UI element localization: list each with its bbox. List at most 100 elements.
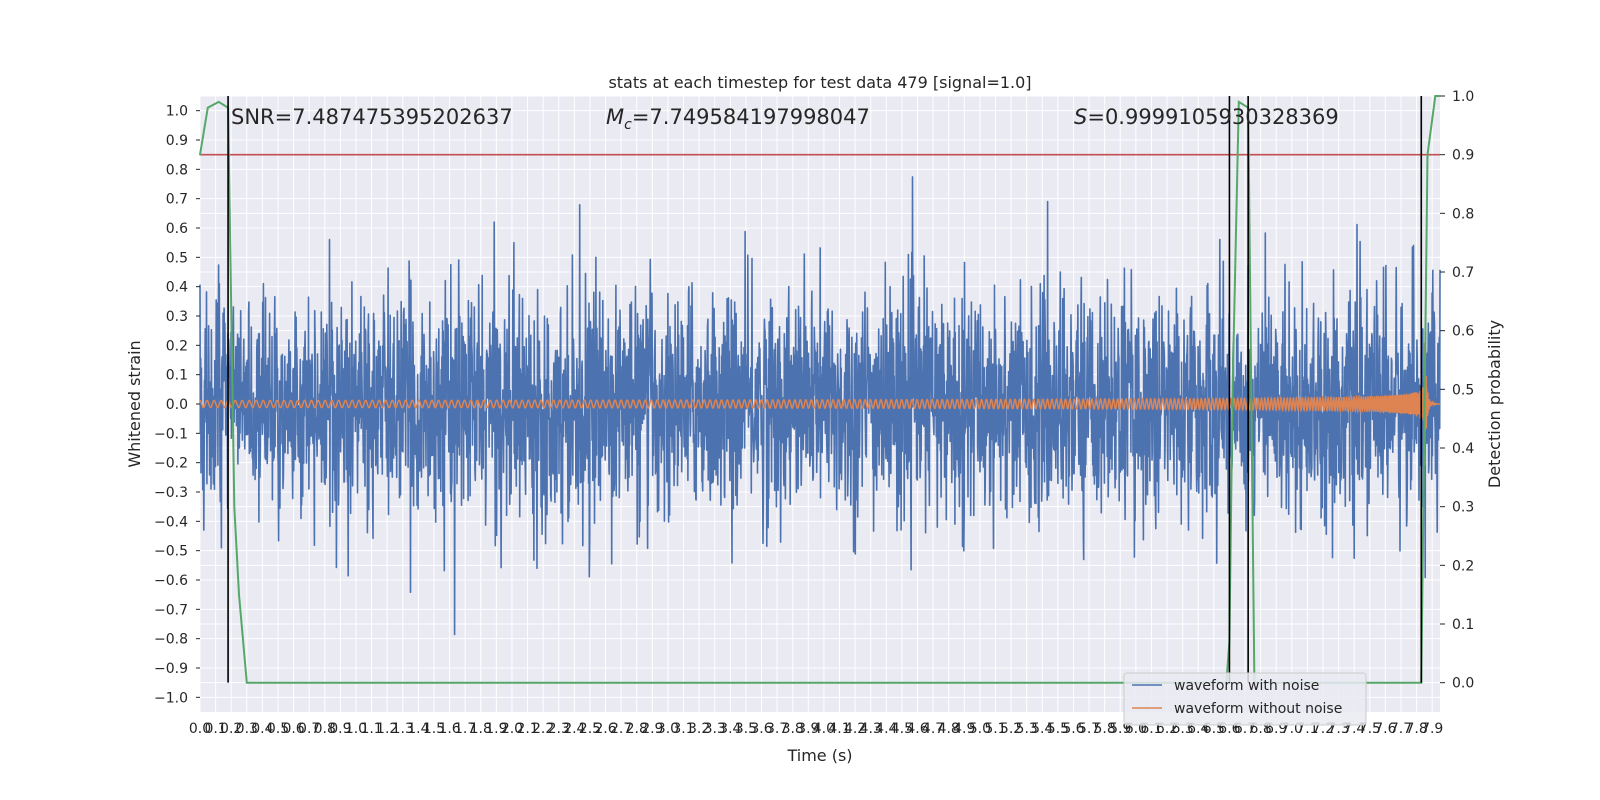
x-tick-label-51: 5.1 (984, 721, 1006, 737)
x-tick-label-29: 2.9 (641, 721, 663, 737)
legend: waveform with noise waveform without noi… (1123, 672, 1367, 726)
x-tick-label-54: 5.4 (1031, 721, 1053, 737)
x-tick-label-49: 4.9 (953, 721, 975, 737)
y-tick-label-8: 0.2 (166, 338, 188, 354)
legend-label-clean: waveform without noise (1174, 701, 1342, 717)
score-annotation: S=0.9999105930328369 (1074, 105, 1339, 129)
x-tick-label-39: 3.9 (797, 721, 819, 737)
detection-probability-point-6 (245, 681, 248, 684)
x-tick-label-77: 7.7 (1390, 721, 1412, 737)
x-tick-label-16: 1.6 (438, 721, 460, 737)
chirp-mass-value: =7.749584197998047 (632, 105, 870, 129)
x-tick-label-2: 0.2 (220, 721, 242, 737)
x-tick-label-18: 1.8 (470, 721, 492, 737)
x-tick-label-4: 0.4 (251, 721, 273, 737)
y-right-tick-label-3: 0.7 (1452, 265, 1474, 281)
vertical-markers (227, 96, 1423, 683)
x-tick-label-52: 5.2 (1000, 721, 1022, 737)
y-right-tick-label-4: 0.6 (1452, 324, 1474, 340)
y-right-tick-label-6: 0.4 (1452, 441, 1474, 457)
y-right-tick-label-0: 1.0 (1452, 89, 1474, 105)
detection-probability-point-15 (1434, 95, 1437, 97)
x-tick-label-53: 5.3 (1016, 721, 1038, 737)
score-symbol: S (1074, 105, 1087, 129)
y-right-axis-label: Detection probability (1485, 320, 1504, 488)
y-right-tick-label-9: 0.1 (1452, 617, 1474, 633)
y-right-tick-label-8: 0.2 (1452, 558, 1474, 574)
x-tick-label-20: 2.0 (501, 721, 523, 737)
x-tick-label-79: 7.9 (1421, 721, 1443, 737)
x-tick-label-58: 5.8 (1094, 721, 1116, 737)
y-tick-label-16: −0.6 (154, 573, 188, 589)
x-tick-label-9: 0.9 (329, 721, 351, 737)
x-tick-label-34: 3.4 (719, 721, 741, 737)
y-tick-label-17: −0.7 (154, 602, 188, 618)
y-tick-label-0: 1.0 (166, 104, 188, 120)
y-tick-label-15: −0.5 (154, 544, 188, 560)
x-tick-label-55: 5.5 (1047, 721, 1069, 737)
x-tick-label-47: 4.7 (922, 721, 944, 737)
y-tick-label-1: 0.9 (166, 133, 188, 149)
detection-probability-point-4 (233, 505, 236, 508)
y-axis-label: Whitened strain (125, 340, 144, 467)
detection-probability-point-1 (206, 106, 209, 109)
chirp-mass-subscript: c (624, 117, 632, 133)
x-tick-label-25: 2.5 (579, 721, 601, 737)
x-tick-label-78: 7.8 (1405, 721, 1427, 737)
x-tick-label-8: 0.8 (314, 721, 336, 737)
chart-title: stats at each timestep for test data 479… (608, 73, 1031, 92)
y-tick-label-13: −0.3 (154, 485, 188, 501)
x-tick-label-38: 3.8 (782, 721, 804, 737)
x-tick-label-26: 2.6 (594, 721, 616, 737)
x-tick-label-6: 0.6 (282, 721, 304, 737)
x-tick-label-10: 1.0 (345, 721, 367, 737)
x-tick-label-13: 1.3 (392, 721, 414, 737)
x-tick-label-27: 2.7 (610, 721, 632, 737)
y-tick-label-19: −0.9 (154, 661, 188, 677)
x-tick-label-30: 3.0 (657, 721, 679, 737)
x-axis-label: Time (s) (786, 746, 852, 765)
y-tick-label-14: −0.4 (154, 514, 188, 530)
y-tick-label-11: −0.1 (154, 426, 188, 442)
y-tick-label-7: 0.3 (166, 309, 188, 325)
legend-box (1123, 672, 1367, 726)
x-tick-label-14: 1.4 (407, 721, 429, 737)
y-tick-label-12: −0.2 (154, 456, 188, 472)
x-tick-label-41: 4.1 (828, 721, 850, 737)
x-tick-label-46: 4.6 (906, 721, 928, 737)
x-tick-label-12: 1.2 (376, 721, 398, 737)
x-tick-label-22: 2.2 (532, 721, 554, 737)
x-tick-label-7: 0.7 (298, 721, 320, 737)
x-tick-label-21: 2.1 (516, 721, 538, 737)
x-tick-label-57: 5.7 (1078, 721, 1100, 737)
snr-annotation: SNR=7.487475395202637 (231, 105, 513, 129)
x-tick-label-76: 7.6 (1374, 721, 1396, 737)
x-tick-label-45: 4.5 (891, 721, 913, 737)
y-tick-labels: 1.0 0.9 0.8 0.7 0.6 0.5 0.4 0.3 0.2 0.1 0.0 −0.1 −0.… (154, 104, 200, 706)
x-tick-label-44: 4.4 (875, 721, 897, 737)
x-tick-label-37: 3.7 (766, 721, 788, 737)
y-right-tick-label-7: 0.3 (1452, 500, 1474, 516)
x-tick-label-35: 3.5 (735, 721, 757, 737)
x-tick-label-28: 2.8 (626, 721, 648, 737)
score-value: =0.9999105930328369 (1087, 105, 1338, 129)
detection-probability-point-5 (238, 593, 240, 596)
x-tick-label-42: 4.2 (844, 721, 866, 737)
y-right-tick-label-1: 0.9 (1452, 148, 1474, 164)
y-tick-label-9: 0.1 (166, 368, 188, 384)
detection-probability-point-2 (217, 101, 220, 103)
y-right-tick-label-5: 0.5 (1452, 382, 1474, 398)
x-tick-label-24: 2.4 (563, 721, 585, 737)
x-tick-label-23: 2.3 (548, 721, 570, 737)
x-tick-label-3: 0.3 (236, 721, 258, 737)
x-tick-label-43: 4.3 (860, 721, 882, 737)
x-tick-label-32: 3.2 (688, 721, 710, 737)
x-tick-labels: 0.00.10.20.30.40.50.60.70.80.91.01.11.21… (189, 721, 1443, 737)
x-tick-label-1: 0.1 (204, 721, 226, 737)
y-right-tick-labels: 1.0 0.9 0.8 0.7 0.6 0.5 0.4 0.3 0.2 0.1 0.0 (1440, 89, 1474, 692)
y-tick-label-10: 0.0 (166, 397, 188, 413)
y-tick-label-2: 0.8 (166, 162, 188, 178)
y-tick-label-3: 0.7 (166, 192, 188, 208)
y-right-tick-label-2: 0.8 (1452, 206, 1474, 222)
